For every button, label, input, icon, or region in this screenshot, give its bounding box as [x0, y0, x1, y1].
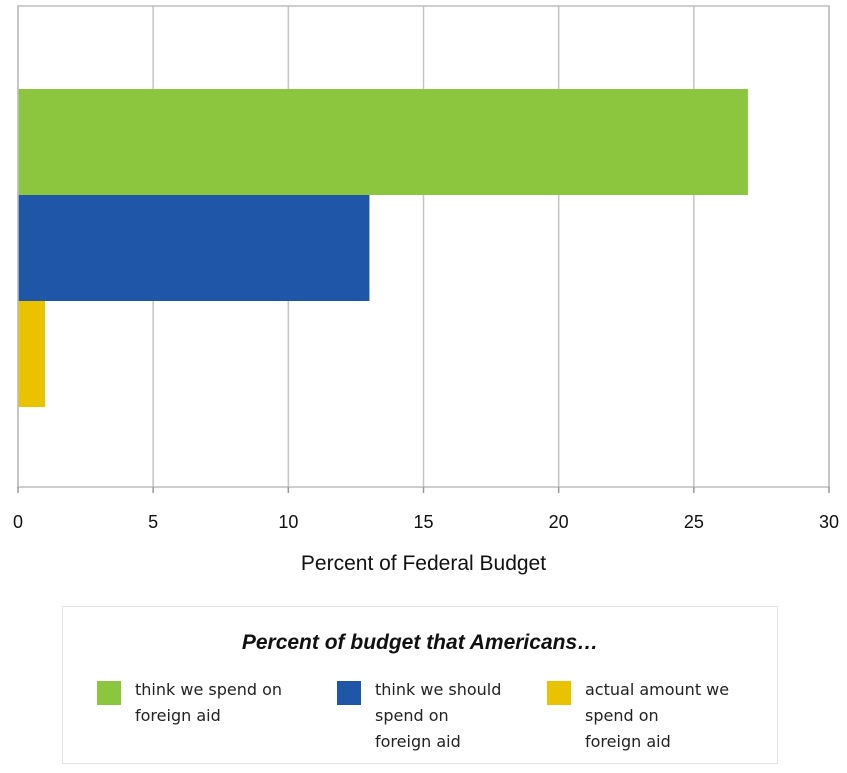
- legend-swatch-green: [97, 681, 121, 705]
- bar: [18, 301, 46, 407]
- bars: [18, 89, 748, 407]
- bar-chart: 0 5 10 15 20 25 30 Percent of Federal Budget: [13, 5, 839, 575]
- x-axis-ticks: 0 5 10 15 20 25 30: [13, 487, 839, 532]
- x-tick-label: 0: [13, 512, 23, 532]
- bar: [18, 89, 748, 195]
- legend-label: think we should spend on foreign aid: [375, 680, 502, 751]
- legend-swatch-yellow: [547, 681, 571, 705]
- x-tick-label: 25: [684, 512, 704, 532]
- legend-label: actual amount we spend on foreign aid: [585, 680, 730, 751]
- x-axis-title: Percent of Federal Budget: [301, 552, 546, 575]
- x-tick-label: 20: [549, 512, 569, 532]
- legend-label: think we spend on foreign aid: [135, 680, 283, 725]
- x-tick-label: 15: [413, 512, 433, 532]
- x-tick-label: 5: [148, 512, 158, 532]
- legend-title: Percent of budget that Americans…: [241, 631, 599, 654]
- x-tick-label: 30: [819, 512, 839, 532]
- legend-item-actual-amount: actual amount we spend on foreign aid: [547, 677, 729, 755]
- bar: [18, 195, 370, 301]
- legend-item-should-spend: think we should spend on foreign aid: [337, 677, 501, 755]
- x-tick-label: 10: [278, 512, 298, 532]
- legend-swatch-blue: [337, 681, 361, 705]
- legend: Percent of budget that Americans… think …: [62, 606, 778, 764]
- legend-item-spend-think: think we spend on foreign aid: [97, 677, 282, 729]
